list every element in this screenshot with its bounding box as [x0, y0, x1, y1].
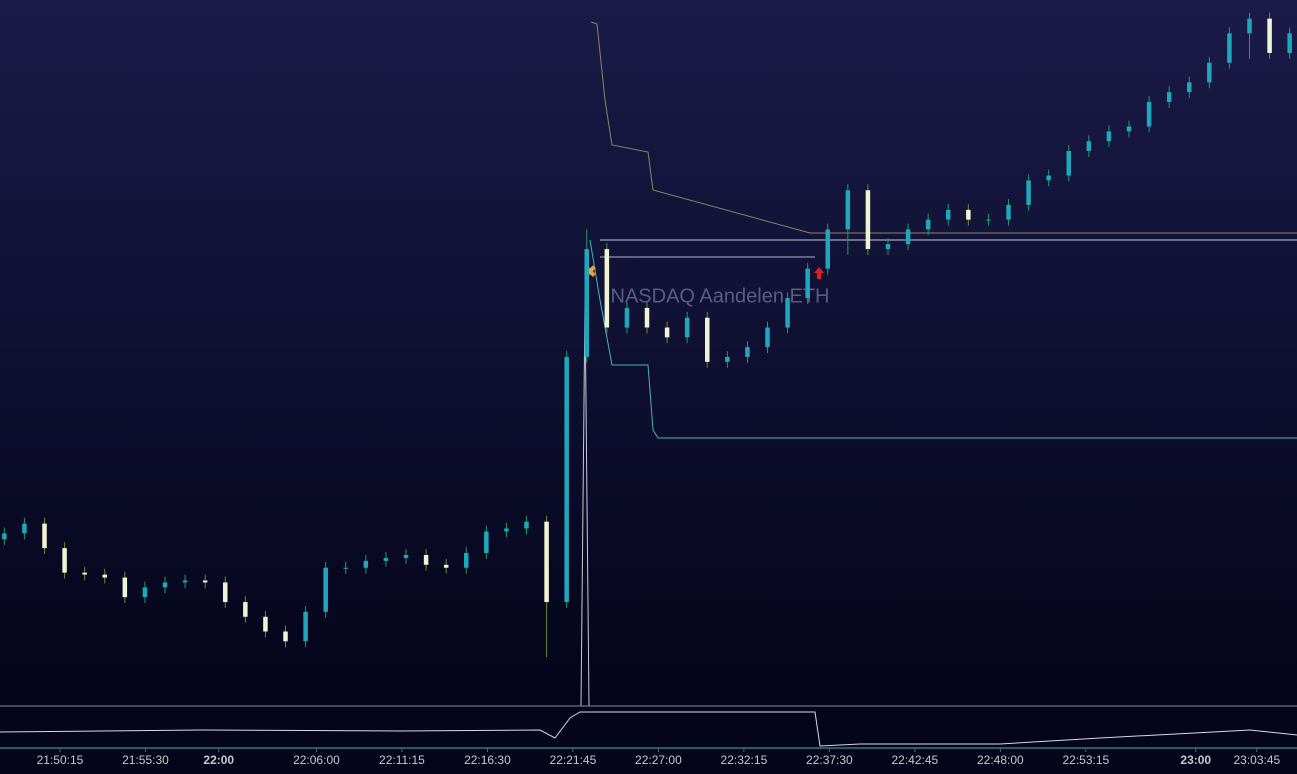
level-line	[589, 239, 1297, 439]
buy-arrow	[814, 267, 824, 279]
x-tick-label: 22:16:30	[464, 753, 511, 767]
x-tick-label: 21:50:15	[37, 753, 84, 767]
candle-body	[1207, 62, 1212, 83]
candle-body	[845, 190, 851, 230]
candle-body	[1227, 33, 1232, 63]
candle-body	[102, 574, 108, 578]
candle-body	[243, 602, 248, 617]
x-tick-label: 22:11:15	[379, 753, 425, 767]
candle-body	[1066, 151, 1072, 176]
candle-body	[363, 560, 369, 568]
x-tick-label: 22:48:00	[977, 753, 1024, 767]
candle-body	[664, 327, 670, 338]
candle-body	[263, 616, 268, 632]
x-tick-label: 22:27:00	[635, 753, 682, 767]
lower-panel	[0, 706, 1297, 774]
candle-body	[684, 317, 690, 338]
candle-body	[403, 554, 409, 558]
candle-body	[765, 327, 770, 348]
candles	[2, 12, 1292, 657]
indicator-line	[0, 711, 1297, 747]
candle-body	[484, 531, 489, 554]
x-tick-label: 23:00	[1180, 753, 1211, 767]
time-axis: 21:50:15 21:55:30 22:00 22:06:00 22:11:15 22:…	[37, 748, 1281, 767]
candle-body	[524, 521, 529, 529]
watermark: NASDAQ Aandelen ETH	[611, 285, 830, 307]
candle-body	[925, 219, 931, 230]
candle-body	[504, 528, 509, 532]
candle-body	[825, 229, 831, 269]
candle-body	[2, 533, 7, 540]
candle-body	[785, 298, 790, 328]
candle-body	[644, 307, 650, 328]
candle-body	[1146, 101, 1152, 127]
x-tick-label: 22:53:15	[1062, 753, 1109, 767]
candle-body	[705, 317, 710, 362]
candle-body	[283, 631, 288, 642]
candle-body	[946, 209, 951, 220]
candle-body	[343, 567, 349, 569]
candle-body	[62, 548, 67, 573]
candle-body	[1026, 180, 1031, 205]
candle-body	[423, 554, 429, 565]
overlay-lines	[0, 21, 1297, 749]
candle-body	[745, 347, 750, 357]
candle-body	[1187, 82, 1192, 93]
overlay-line	[590, 21, 1297, 234]
candle-body	[142, 587, 148, 598]
candle-body	[1046, 175, 1051, 181]
candle-body	[564, 356, 569, 603]
x-tick-label: 21:55:30	[122, 753, 169, 767]
candle-body	[584, 249, 590, 357]
candle-body	[22, 523, 27, 534]
candle-body	[1287, 33, 1292, 53]
x-tick-label: 23:03:45	[1233, 753, 1280, 767]
candle-body	[966, 209, 971, 220]
candle-body	[223, 582, 228, 603]
candle-body	[82, 572, 87, 575]
x-tick-label: 22:00	[203, 753, 234, 767]
candle-body	[725, 356, 730, 362]
x-tick-label: 22:32:15	[721, 753, 768, 767]
x-tick-label: 22:21:45	[550, 753, 597, 767]
candle-body	[122, 577, 128, 598]
x-tick-label: 22:37:30	[806, 753, 853, 767]
candle-body	[323, 567, 328, 612]
candle-body	[443, 564, 449, 568]
x-tick-label: 22:06:00	[293, 753, 340, 767]
candle-body	[986, 219, 991, 221]
candle-body	[624, 307, 630, 328]
candle-body	[383, 557, 389, 561]
candle-body	[1106, 131, 1112, 142]
candle-body	[1006, 204, 1011, 220]
x-tick-label: 22:42:45	[892, 753, 939, 767]
candle-body	[162, 582, 168, 588]
candle-body	[805, 268, 810, 299]
candle-body	[1126, 126, 1132, 132]
candle-body	[202, 580, 208, 583]
candle-body	[1247, 18, 1252, 34]
candle-body	[865, 190, 871, 250]
candle-body	[464, 553, 469, 568]
candle-body	[1166, 92, 1172, 102]
candle-body	[905, 229, 911, 245]
candle-body	[42, 523, 47, 549]
candle-body	[604, 249, 610, 328]
candle-body	[1267, 18, 1272, 53]
candle-body	[885, 244, 891, 250]
candle-body	[303, 611, 308, 642]
candle-body	[544, 521, 549, 603]
candle-body	[182, 580, 188, 583]
candle-body	[1086, 141, 1092, 152]
plot-background	[0, 0, 1297, 706]
